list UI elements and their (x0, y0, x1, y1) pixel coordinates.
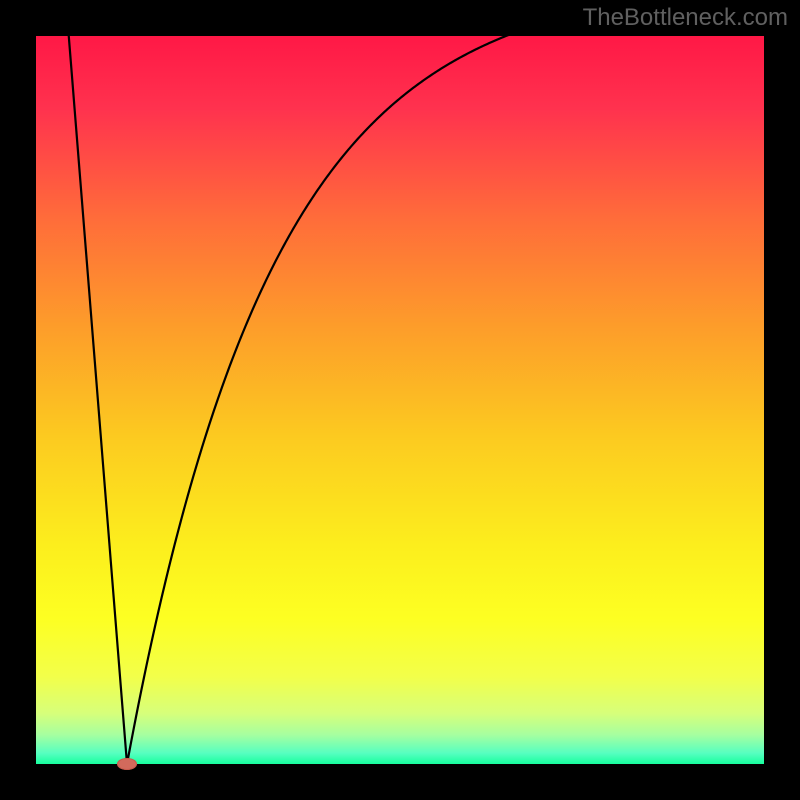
bottleneck-curve (36, 36, 764, 764)
figure-container: TheBottleneck.com (0, 0, 800, 800)
plot-area (36, 36, 764, 764)
optimum-marker (117, 758, 137, 770)
watermark-text: TheBottleneck.com (583, 4, 788, 32)
